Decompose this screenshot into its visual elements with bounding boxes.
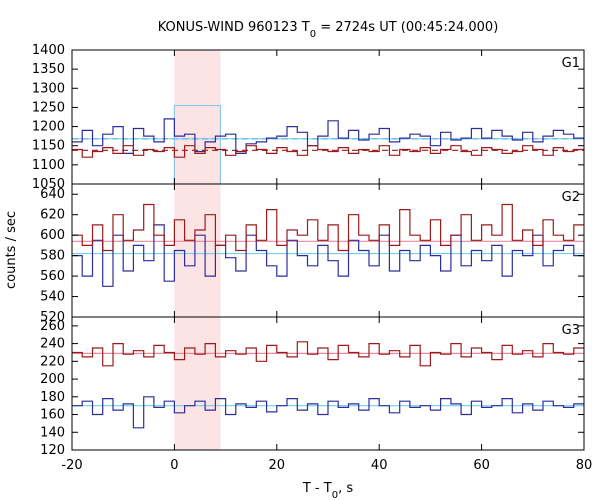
x-tick-label: 20 [269,458,286,473]
series-line [72,145,584,158]
highlight-interval-level [173,104,222,184]
y-tick-label: 120 [40,443,65,458]
y-tick-label: 180 [40,390,65,405]
x-axis-title-subscript: 0 [332,490,338,500]
y-tick-label: 1100 [32,158,65,173]
y-tick-label: 260 [40,319,65,334]
x-tick-label: -20 [61,458,82,473]
y-tick-label: 600 [40,228,65,243]
panel-g3: 120 140 160 180 200 220 240 260 G3 [40,316,585,458]
panel-g1: 1050 1100 1150 1200 1250 1300 1350 1400 G1 [32,43,585,192]
series-line [72,341,584,367]
plot-area: 10501100115012001250130013501400G1520540… [32,43,592,473]
y-tick-label: 240 [40,337,65,352]
panel-frame [71,316,585,451]
x-axis-title-suffix: , s [338,481,353,496]
panel-frame [71,49,585,185]
y-tick-label: 1150 [32,139,65,154]
series-line [72,118,584,154]
panel-label: G2 [562,190,580,205]
series-line [72,203,584,252]
x-tick-label: 60 [473,458,490,473]
y-tick-label: 580 [40,249,65,264]
x-tick-label: 80 [576,458,593,473]
y-tick-label: 1050 [32,177,65,192]
y-tick-label: 200 [40,372,65,387]
y-tick-label: 640 [40,187,65,202]
y-tick-label: 540 [40,290,65,305]
y-tick-label: 520 [40,310,65,325]
x-axis-title-prefix: T - T [302,481,332,496]
chart-title: KONUS-WIND 960123 T0 = 2724s UT (00:45:2… [158,20,499,40]
y-axis-title: counts / sec [4,211,19,289]
chart-title-prefix: KONUS-WIND 960123 T [158,20,310,35]
y-tick-label: 560 [40,269,65,284]
series-line [72,396,584,429]
chart-title-subscript: 0 [310,29,316,40]
x-tick-label: 0 [170,458,178,473]
panel-plot-g2 [72,203,584,287]
y-tick-label: 1300 [32,81,65,96]
panel-label: G3 [562,323,580,338]
y-tick-label: 620 [40,208,65,223]
y-tick-label: 1350 [32,62,65,77]
panel-g2: 520 540 560 580 600 620 640 G2 [40,183,585,325]
panel-label: G1 [562,56,580,71]
panel-plot-g1 [72,104,584,184]
y-tick-label: 1200 [32,120,65,135]
y-tick-label: 160 [40,408,65,423]
y-tick-label: 220 [40,354,65,369]
panel-plot-g3 [72,341,584,429]
y-tick-label: 1250 [32,100,65,115]
x-axis-title: T - T0, s [302,481,353,500]
chart-title-suffix: = 2724s UT (00:45:24.000) [316,20,498,35]
x-tick-label: 40 [371,458,388,473]
y-tick-label: 1400 [32,43,65,58]
y-tick-label: 140 [40,425,65,440]
series-line [72,224,584,287]
